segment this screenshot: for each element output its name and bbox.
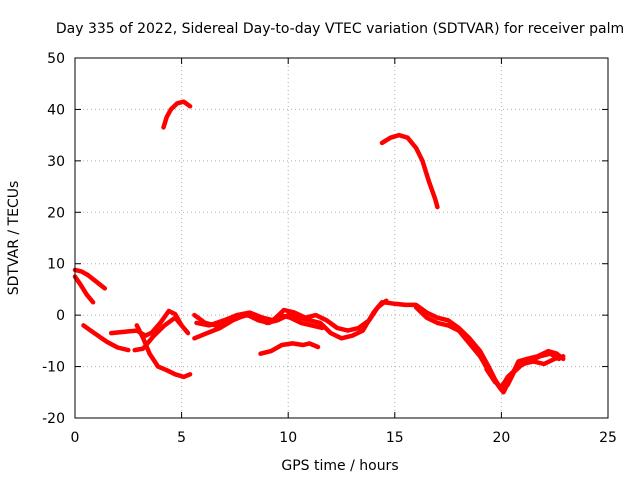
y-tick-label: 20	[47, 205, 65, 221]
y-tick-label: -10	[42, 360, 65, 376]
series-line-arc-9	[194, 298, 389, 333]
x-tick-label: 25	[599, 430, 617, 446]
series-line-arc-14	[484, 351, 562, 390]
y-tick-label: 40	[47, 102, 65, 118]
x-tick-label: 20	[492, 430, 510, 446]
series-line-arc-5	[134, 323, 193, 380]
x-tick-label: 10	[279, 430, 297, 446]
y-tick-label: -20	[42, 411, 65, 427]
series-line-arc-6	[132, 315, 184, 353]
series-line-arc-3	[81, 323, 131, 353]
series-line-arc-4	[108, 308, 191, 338]
series-line-arc-11	[258, 341, 321, 356]
series-line-arc-1	[72, 267, 108, 291]
x-tick-label: 5	[177, 430, 186, 446]
x-tick-label: 15	[386, 430, 404, 446]
y-tick-label: 50	[47, 51, 65, 67]
y-tick-label: 10	[47, 257, 65, 273]
series-line-arc-10	[192, 312, 325, 331]
series-line-arc-15	[379, 132, 440, 210]
y-tick-label: 0	[56, 308, 65, 324]
tick-layer: 0 5 10 15 20 25 -20 -10 0 10 20 30 40 50	[42, 51, 617, 446]
x-axis-label: GPS time / hours	[281, 458, 398, 474]
chart-title: Day 335 of 2022, Sidereal Day-to-day VTE…	[56, 21, 624, 37]
x-tick-label: 0	[71, 430, 80, 446]
series-layer	[72, 99, 566, 395]
plot-frame	[74, 57, 609, 419]
y-axis-label: SDTVAR / TECUs	[6, 181, 22, 296]
y-tick-label: 30	[47, 154, 65, 170]
series-line-arc-7	[161, 99, 193, 130]
series-line-arc-2	[72, 274, 96, 305]
